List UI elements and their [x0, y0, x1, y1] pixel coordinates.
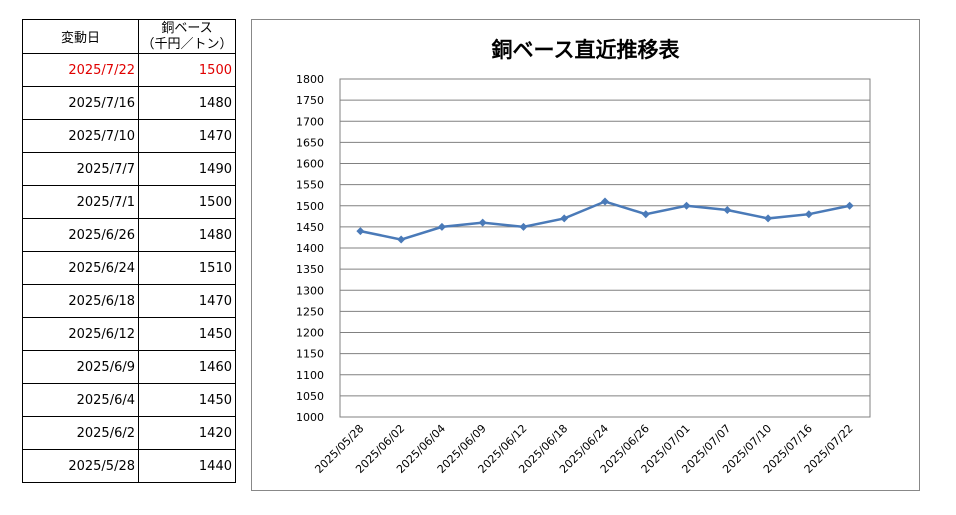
data-point: [641, 210, 650, 219]
data-point: [764, 214, 773, 223]
table-row: 2025/6/18 1470: [22, 284, 236, 318]
row-date: 2025/6/9: [22, 350, 139, 384]
data-point: [519, 222, 528, 231]
table-row: 2025/6/26 1480: [22, 218, 236, 252]
y-tick-label: 1750: [296, 94, 324, 107]
table-row: 2025/5/28 1440: [22, 449, 236, 483]
row-date: 2025/7/10: [22, 119, 139, 153]
table-row: 2025/7/22 1500: [22, 53, 236, 87]
y-tick-label: 1350: [296, 263, 324, 276]
price-table: 変動日 銅ベース （千円／トン） 2025/7/22 1500 2025/7/16 1…: [22, 19, 236, 483]
table-row: 2025/6/2 1420: [22, 416, 236, 450]
row-price: 1510: [138, 251, 236, 285]
row-price: 1470: [138, 284, 236, 318]
table-row: 2025/6/4 1450: [22, 383, 236, 417]
row-price: 1500: [138, 185, 236, 219]
data-point: [437, 222, 446, 231]
table-row: 2025/7/7 1490: [22, 152, 236, 186]
y-tick-label: 1300: [296, 284, 324, 297]
y-tick-label: 1050: [296, 390, 324, 403]
series-line: [360, 200, 850, 241]
row-price: 1440: [138, 449, 236, 483]
data-point: [682, 201, 691, 210]
chart-title: 銅ベース直近推移表: [491, 38, 680, 62]
y-tick-label: 1150: [296, 348, 324, 361]
y-tick-label: 1550: [296, 179, 324, 192]
row-date: 2025/6/4: [22, 383, 139, 417]
row-date: 2025/7/1: [22, 185, 139, 219]
row-date: 2025/7/16: [22, 86, 139, 120]
header-price: 銅ベース （千円／トン）: [138, 19, 236, 54]
table-row: 2025/6/9 1460: [22, 350, 236, 384]
row-date: 2025/7/22: [22, 53, 139, 87]
table-row: 2025/6/12 1450: [22, 317, 236, 351]
row-price: 1420: [138, 416, 236, 450]
y-tick-label: 1650: [296, 136, 324, 149]
header-date: 変動日: [22, 19, 139, 54]
y-tick-label: 1700: [296, 115, 324, 128]
line-chart: 1000 1050 1100 1150 1200 1250 1300 1350 1400 1450…: [296, 73, 871, 476]
y-tick-label: 1000: [296, 411, 324, 424]
table-body: 2025/7/22 1500 2025/7/16 1480 2025/7/10 1470 2…: [22, 53, 236, 483]
row-price: 1480: [138, 86, 236, 120]
table-row: 2025/7/10 1470: [22, 119, 236, 153]
y-tick-label: 1400: [296, 242, 324, 255]
y-tick-label: 1250: [296, 305, 324, 318]
row-price: 1470: [138, 119, 236, 153]
y-tick-label: 1450: [296, 221, 324, 234]
data-point: [601, 197, 609, 206]
row-date: 2025/6/18: [22, 284, 139, 318]
row-price: 1480: [138, 218, 236, 252]
data-point: [356, 227, 365, 236]
data-point: [845, 201, 854, 210]
chart-area: 銅ベース直近推移表 1000 1050 1100 1150 1200 1250 1300 13…: [251, 19, 920, 491]
data-point: [397, 235, 406, 244]
data-point: [723, 205, 732, 214]
header-price-line1: 銅ベース: [161, 20, 213, 36]
row-date: 2025/6/24: [22, 251, 139, 285]
row-price: 1500: [138, 53, 236, 87]
table-row: 2025/7/1 1500: [22, 185, 236, 219]
table-header-row: 変動日 銅ベース （千円／トン）: [22, 19, 236, 54]
table-row: 2025/7/16 1480: [22, 86, 236, 120]
y-tick-label: 1800: [296, 73, 324, 86]
row-date: 2025/6/26: [22, 218, 139, 252]
row-price: 1490: [138, 152, 236, 186]
plot-border: [339, 78, 871, 418]
row-price: 1450: [138, 317, 236, 351]
row-price: 1450: [138, 383, 236, 417]
y-tick-label: 1100: [296, 369, 324, 382]
data-point: [804, 210, 813, 219]
row-date: 2025/6/2: [22, 416, 139, 450]
data-point: [560, 214, 569, 223]
row-date: 2025/7/7: [22, 152, 139, 186]
header-price-line2: （千円／トン）: [141, 36, 233, 52]
y-tick-label: 1200: [296, 327, 324, 340]
row-price: 1460: [138, 350, 236, 384]
row-date: 2025/6/12: [22, 317, 139, 351]
data-point: [478, 218, 487, 227]
row-date: 2025/5/28: [22, 449, 139, 483]
y-tick-label: 1600: [296, 158, 324, 171]
y-tick-label: 1500: [296, 200, 324, 213]
table-row: 2025/6/24 1510: [22, 251, 236, 285]
